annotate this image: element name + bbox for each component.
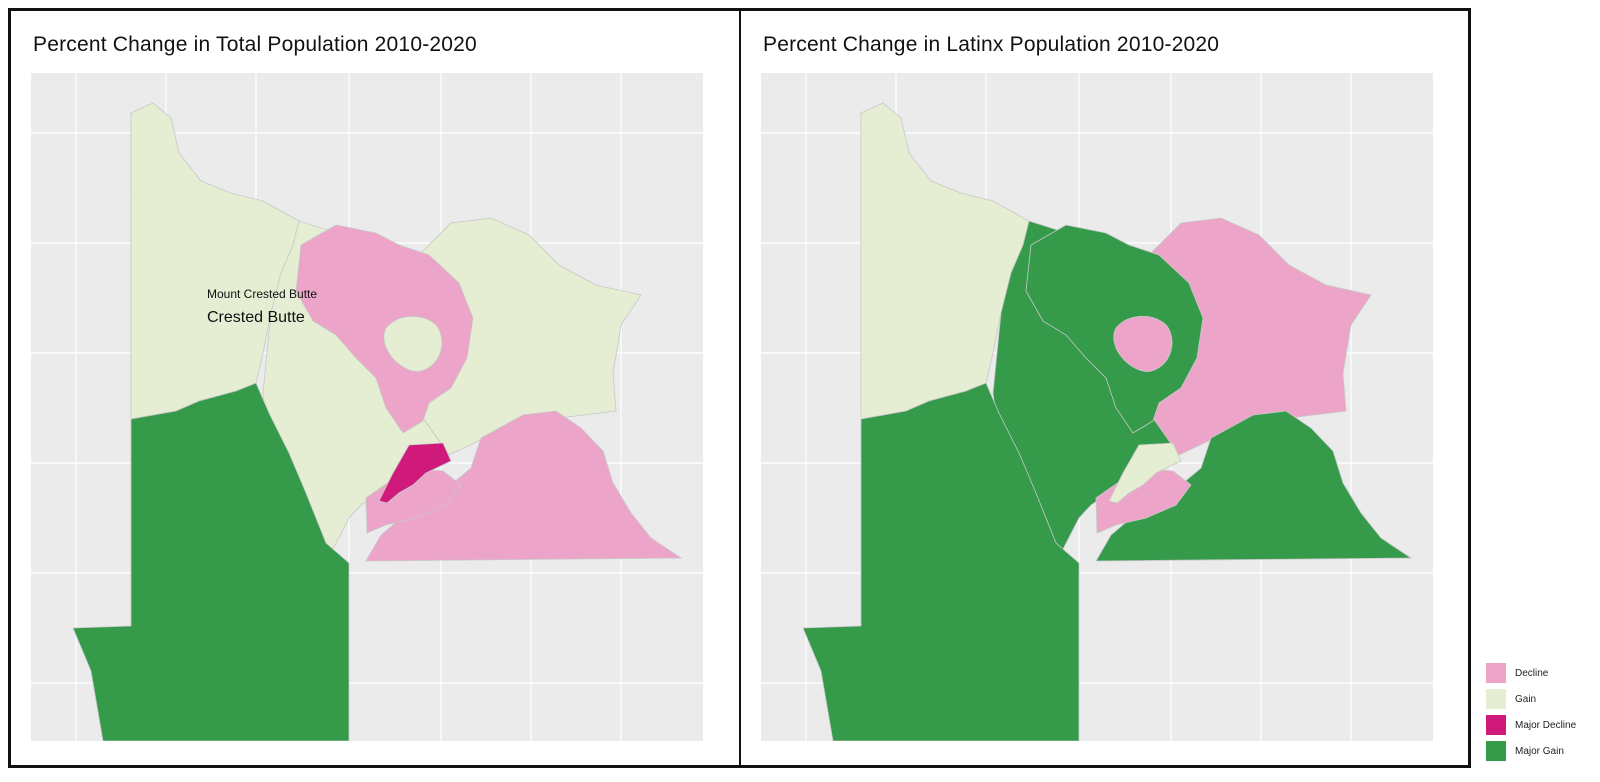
legend-swatch	[1486, 741, 1506, 761]
map-area-latinx	[761, 73, 1433, 741]
place-label-crested-butte: Crested Butte	[207, 309, 305, 326]
region-southwest	[802, 382, 1080, 741]
legend: Decline Gain Major Decline Major Gain	[1486, 662, 1596, 766]
legend-label: Major Decline	[1515, 719, 1577, 731]
legend-swatch	[1486, 689, 1506, 709]
region-north-ring-hole	[383, 315, 443, 372]
region-gunnison-city	[1108, 442, 1182, 504]
map-title-total: Percent Change in Total Population 2010-…	[33, 33, 477, 56]
map-area-total	[31, 73, 703, 741]
legend-swatch	[1486, 715, 1506, 735]
legend-item: Decline	[1486, 662, 1596, 684]
legend-label: Major Gain	[1515, 745, 1564, 757]
legend-swatch	[1486, 663, 1506, 683]
map-panel-total-population: Percent Change in Total Population 2010-…	[8, 8, 741, 768]
map-title-latinx: Percent Change in Latinx Population 2010…	[763, 33, 1220, 56]
place-label-mount-crested-butte: Mount Crested Butte	[207, 287, 318, 301]
map-svg-total	[31, 73, 703, 741]
legend-item: Gain	[1486, 688, 1596, 710]
region-southwest	[72, 382, 350, 741]
legend-item: Major Gain	[1486, 740, 1596, 762]
region-gunnison-city	[378, 442, 452, 504]
legend-label: Gain	[1515, 693, 1537, 705]
legend-label: Decline	[1515, 667, 1549, 679]
legend-item: Major Decline	[1486, 714, 1596, 736]
map-panel-latinx-population: Percent Change in Latinx Population 2010…	[739, 8, 1471, 768]
region-north-ring-hole	[1113, 315, 1173, 372]
map-svg-latinx	[761, 73, 1433, 741]
